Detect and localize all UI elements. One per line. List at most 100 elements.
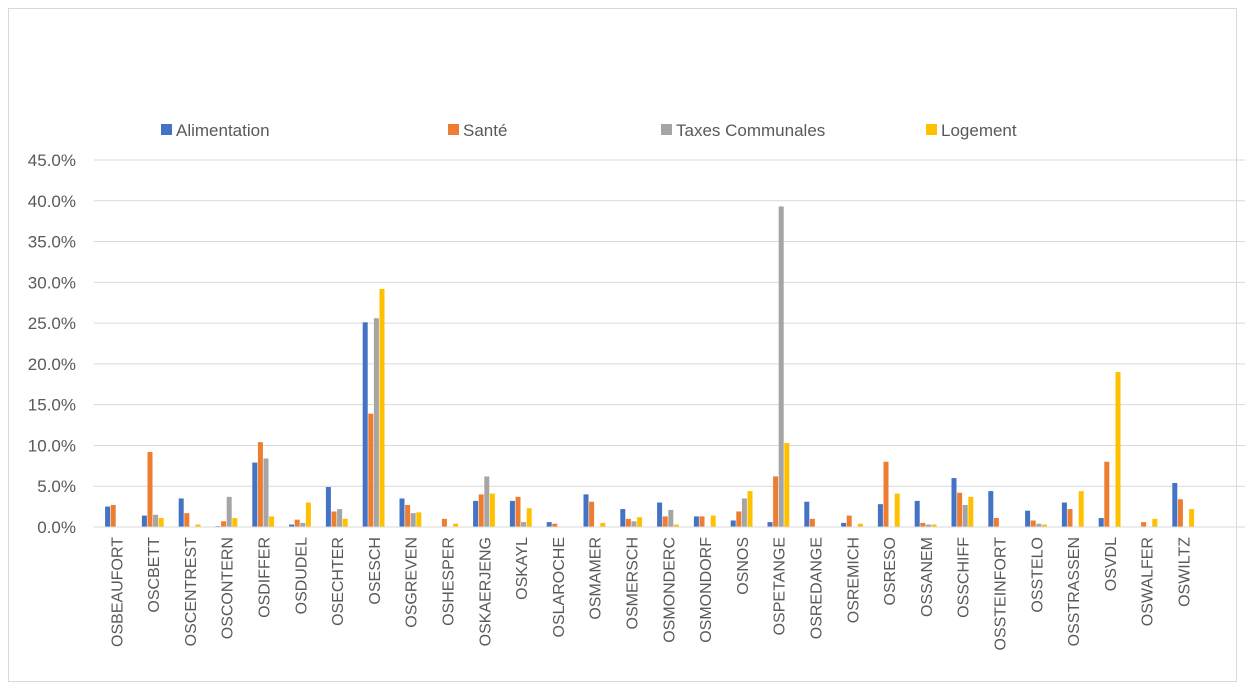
bar <box>1061 502 1067 527</box>
bar <box>809 518 815 527</box>
bar <box>925 524 931 527</box>
bar <box>232 518 238 527</box>
gridlines <box>94 159 1245 487</box>
bar <box>526 508 532 527</box>
x-tick-label: OSMONDERC <box>661 537 678 643</box>
bar <box>178 498 184 527</box>
bar <box>441 518 447 527</box>
bar <box>773 476 779 527</box>
bar <box>373 318 379 527</box>
bar <box>509 500 515 527</box>
y-axis-ticks: 0.0% 5.0% 10.0% 15.0% 20.0% 25.0% 30.0% 35.0% 40… <box>28 151 76 537</box>
bar <box>410 513 416 527</box>
bar <box>631 521 637 527</box>
legend-label: Alimentation <box>176 121 270 140</box>
bar <box>184 513 190 527</box>
bar <box>620 509 626 527</box>
bar <box>489 493 495 527</box>
bar <box>931 524 937 527</box>
bar <box>673 524 679 527</box>
x-tick-label: OSPETANGE <box>772 537 789 635</box>
bar <box>1172 482 1178 527</box>
bar <box>747 491 753 527</box>
x-tick-label: OSREDANGE <box>809 537 826 639</box>
bar <box>337 509 343 527</box>
x-tick-label: OSSANEM <box>919 537 936 617</box>
bar <box>914 500 920 527</box>
bar <box>521 522 527 527</box>
bar <box>730 520 736 527</box>
bar <box>1104 461 1110 527</box>
bar <box>668 509 674 527</box>
bar <box>257 442 263 527</box>
bar <box>736 511 742 527</box>
bar <box>993 518 999 527</box>
y-tick-label: 45.0% <box>28 151 76 170</box>
bar <box>741 498 747 527</box>
bar <box>846 515 852 527</box>
x-axis-tick-labels: OSBEAUFORT OSCBETT OSCENTREST OSCONTERN OSDI… <box>109 537 1193 651</box>
x-tick-label: OSDIFFER <box>257 537 274 618</box>
x-tick-label: OSCENTREST <box>183 537 200 647</box>
bar <box>804 501 810 527</box>
x-tick-label: OSLAROCHE <box>551 537 568 637</box>
bar <box>331 511 337 527</box>
bar <box>153 514 159 527</box>
x-tick-label: OSHESPER <box>441 537 458 626</box>
x-tick-label: OSMAMER <box>588 537 605 620</box>
x-tick-label: OSCONTERN <box>220 537 237 639</box>
bar <box>1115 372 1121 527</box>
bar <box>147 451 153 527</box>
bar <box>158 518 164 527</box>
bar <box>1036 523 1042 527</box>
bar <box>877 504 883 527</box>
bar <box>110 504 116 527</box>
y-tick-label: 10.0% <box>28 436 76 455</box>
bar <box>405 504 411 527</box>
legend-swatch <box>926 124 937 135</box>
bar <box>1030 520 1036 527</box>
bar <box>368 413 374 527</box>
bar <box>1141 522 1147 527</box>
bar <box>988 491 994 527</box>
legend-swatch <box>661 124 672 135</box>
x-tick-label: OSSTRASSEN <box>1066 537 1083 646</box>
bar <box>195 524 201 527</box>
bar <box>920 522 926 527</box>
legend-label: Santé <box>463 121 507 140</box>
x-tick-label: OSGREVEN <box>404 537 421 628</box>
legend-swatch <box>161 124 172 135</box>
bar <box>957 492 963 527</box>
bar <box>105 506 111 527</box>
y-tick-label: 15.0% <box>28 396 76 415</box>
bar <box>269 516 275 527</box>
bar <box>221 521 227 527</box>
x-tick-label: OSWALFER <box>1140 537 1157 626</box>
bar <box>552 523 558 527</box>
bar <box>294 519 300 527</box>
bar <box>305 502 311 527</box>
y-tick-label: 40.0% <box>28 192 76 211</box>
x-tick-label: OSKAERJENG <box>477 537 494 646</box>
x-tick-label: OSNOS <box>735 537 752 595</box>
x-tick-label: OSCBETT <box>146 537 163 613</box>
legend-label: Logement <box>941 121 1017 140</box>
x-tick-label: OSMONDORF <box>698 537 715 643</box>
bar <box>778 206 784 528</box>
bar <box>399 498 405 527</box>
bar <box>1189 509 1195 527</box>
x-tick-label: OSREMICH <box>845 537 862 623</box>
bar <box>699 516 705 527</box>
bar <box>583 494 589 527</box>
x-tick-label: OSWILTZ <box>1177 537 1194 607</box>
x-tick-label: OSBEAUFORT <box>109 537 126 647</box>
bar <box>362 322 368 527</box>
bar <box>515 496 521 527</box>
bar <box>841 522 847 527</box>
bar <box>263 458 269 527</box>
bar <box>767 522 773 527</box>
bar <box>325 487 331 527</box>
x-tick-label: OSMERSCH <box>625 537 642 629</box>
bar <box>968 496 974 527</box>
